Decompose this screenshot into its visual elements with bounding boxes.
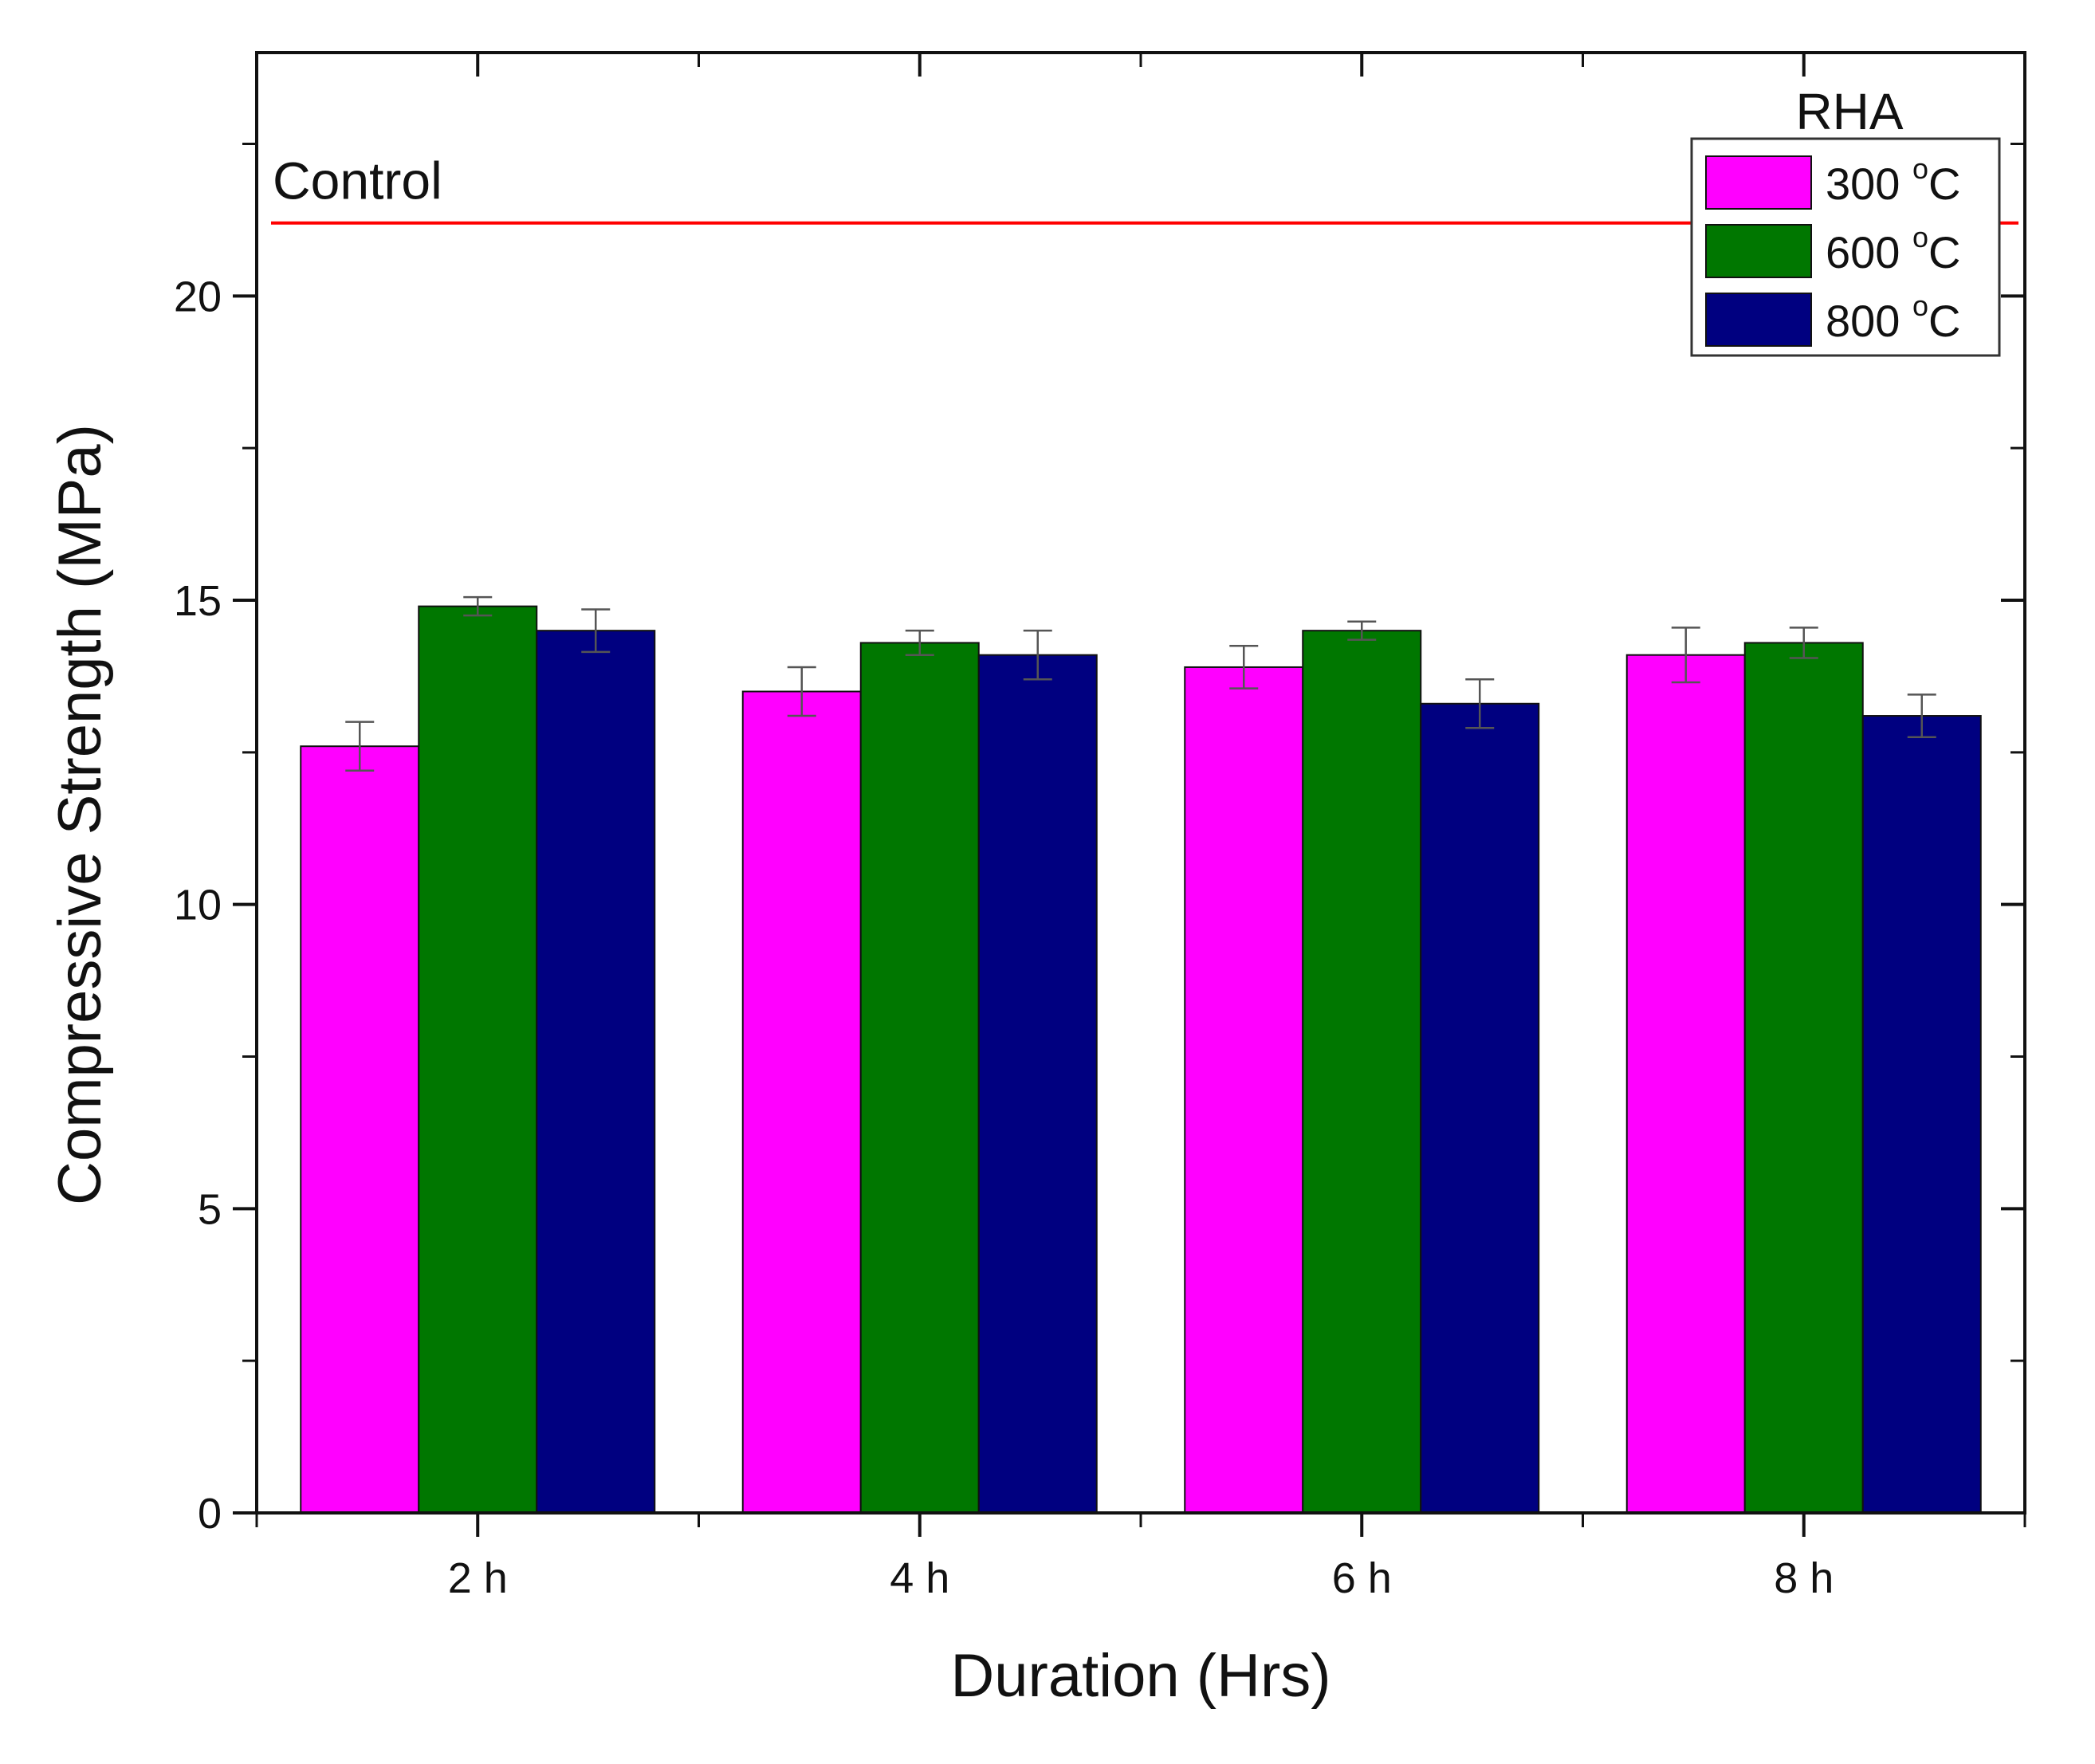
x-tick-label: 6 h (1332, 1554, 1392, 1602)
legend-label-600: 600 oC (1826, 221, 1960, 277)
y-axis-title: Compressive Strength (MPa) (46, 424, 114, 1205)
bar-300-8h (1625, 654, 1746, 1515)
control-label: Control (273, 151, 442, 210)
legend-label-300: 300 oC (1826, 152, 1960, 209)
bar-800-8h (1861, 715, 1982, 1514)
legend-title: RHA (1795, 83, 1903, 140)
bar-600-8h (1743, 642, 1864, 1514)
legend-label-800: 800 oC (1826, 289, 1960, 346)
bar-800-4h (977, 654, 1098, 1515)
legend-swatch-800 (1705, 293, 1812, 347)
x-tick-label: 2 h (448, 1554, 508, 1602)
bar-600-2h (418, 605, 538, 1515)
bar-300-4h (741, 690, 862, 1514)
x-axis-title: Duration (Hrs) (950, 1642, 1331, 1710)
legend-swatch-600 (1705, 224, 1812, 278)
bar-300-2h (300, 745, 420, 1514)
bar-800-2h (536, 630, 656, 1515)
bar-800-6h (1420, 702, 1540, 1514)
y-tick-label: 0 (198, 1490, 222, 1538)
y-tick-label: 10 (174, 882, 222, 929)
legend: RHA 300 oC 600 oC 800 oC (1690, 83, 2001, 357)
y-tick-label: 20 (174, 273, 222, 320)
bars-layer (300, 605, 1982, 1515)
x-tick-label: 4 h (890, 1554, 949, 1602)
ticks-layer: 0 5 10 15 20 2 h 4 h 6 h 8 h (174, 53, 2026, 1602)
bar-300-6h (1184, 666, 1304, 1514)
bar-600-4h (859, 642, 980, 1514)
error-bars-layer (345, 595, 1936, 772)
y-tick-label: 5 (198, 1185, 222, 1233)
legend-swatch-300 (1705, 155, 1812, 210)
y-tick-label: 15 (174, 577, 222, 625)
bar-600-6h (1302, 630, 1422, 1515)
x-tick-label: 8 h (1774, 1554, 1834, 1602)
